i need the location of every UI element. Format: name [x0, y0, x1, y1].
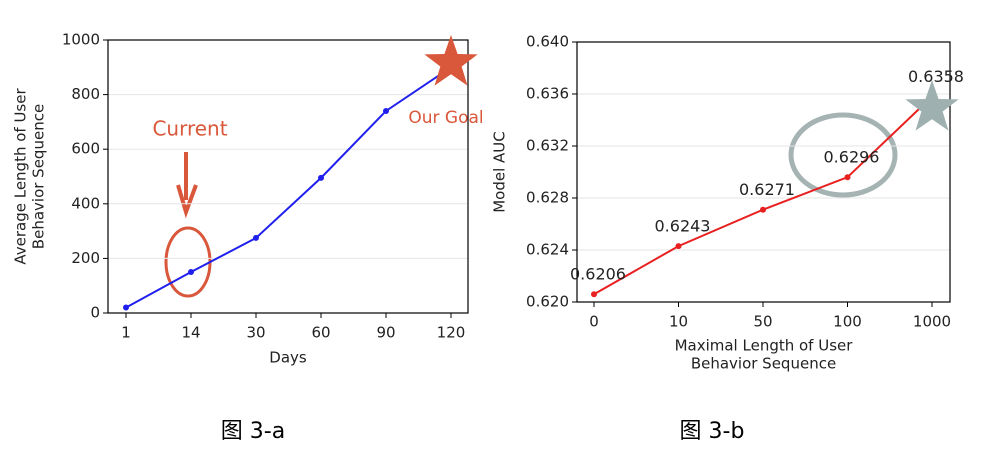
data-label: 0.6243 [655, 217, 711, 236]
x-tick-label: 90 [376, 324, 395, 342]
x-tick-label: 30 [246, 324, 265, 342]
arrow [176, 152, 198, 219]
x-tick-label: 10 [669, 313, 688, 331]
y-tick-label: 800 [71, 85, 100, 103]
annotation: Current [152, 117, 227, 141]
y-tick-label: 0.636 [526, 85, 569, 103]
series-line [125, 66, 452, 309]
y-axis-label: Average Length of User [12, 88, 30, 265]
point [188, 269, 194, 276]
plot-frame [576, 41, 951, 303]
y-tick-label: 0.624 [526, 241, 569, 259]
y-tick-label: 1000 [62, 31, 100, 49]
caption: 图 3-a [221, 419, 285, 444]
y-tick-label: 600 [71, 140, 100, 158]
data-label: 0.6206 [570, 265, 626, 284]
x-tick-label: 120 [437, 324, 466, 342]
y-tick-label: 0 [90, 304, 100, 322]
point [760, 206, 766, 213]
hand-circle [164, 226, 212, 298]
y-tick-label: 0.640 [526, 33, 569, 51]
point [844, 174, 851, 181]
x-tick-label: 50 [753, 313, 772, 331]
point [675, 243, 682, 250]
x-axis-label: Days [269, 349, 307, 367]
point [123, 304, 129, 311]
x-axis-label: Behavior Sequence [691, 355, 836, 373]
y-tick-label: 200 [71, 249, 100, 267]
point [383, 107, 389, 114]
annotation: Our Goal [408, 108, 483, 128]
star [905, 80, 959, 131]
point [591, 291, 597, 298]
hand-circle [788, 112, 898, 198]
x-tick-label: 60 [311, 324, 330, 342]
data-label: 0.6358 [908, 67, 964, 86]
caption: 图 3-b [680, 419, 745, 444]
x-axis-label: Maximal Length of User [675, 337, 854, 355]
point [318, 174, 324, 181]
x-tick-label: 0 [589, 313, 599, 331]
y-tick-label: 0.620 [526, 293, 569, 311]
y-axis-label: Behavior Sequence [30, 104, 48, 249]
y-tick-label: 0.632 [526, 137, 569, 155]
y-tick-label: 400 [71, 194, 100, 212]
x-tick-label: 1000 [913, 313, 951, 331]
star [424, 35, 478, 86]
x-tick-label: 1 [121, 324, 131, 342]
x-tick-label: 100 [833, 313, 862, 331]
plot-frame [107, 39, 469, 314]
data-label: 0.6271 [739, 180, 795, 199]
y-tick-label: 0.628 [526, 189, 569, 207]
x-tick-label: 14 [181, 324, 200, 342]
y-axis-label: Model AUC [491, 131, 509, 213]
point [253, 234, 259, 241]
data-label: 0.6296 [824, 148, 880, 167]
